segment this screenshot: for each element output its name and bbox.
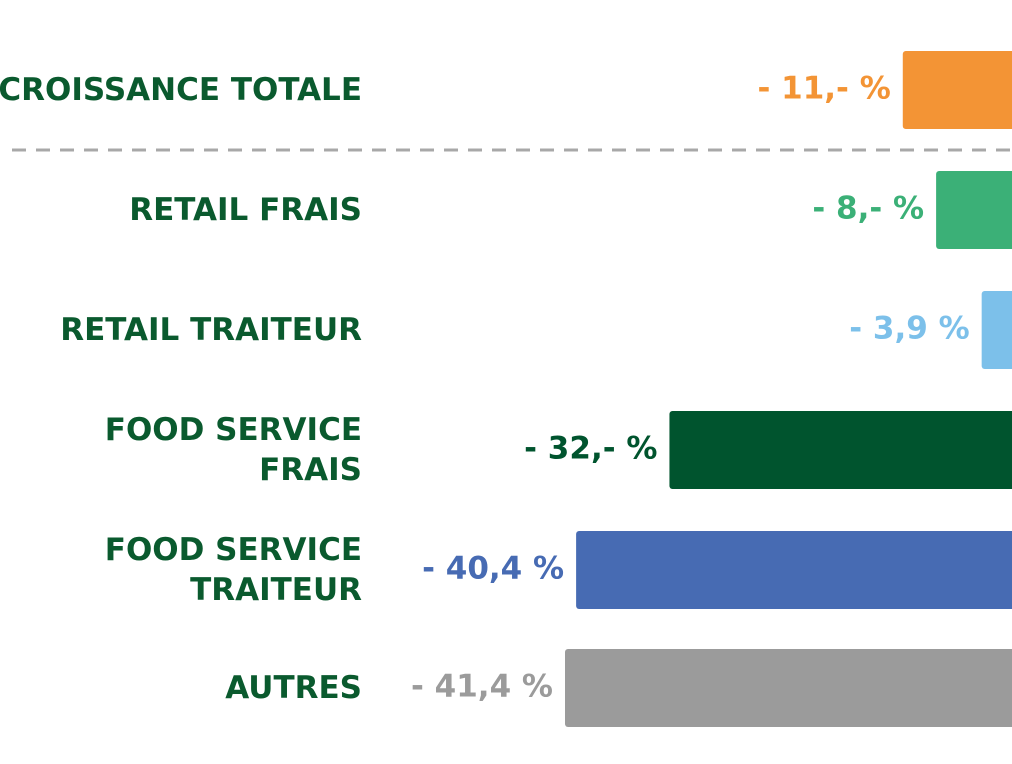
value-label: - 11,- % xyxy=(757,71,890,107)
bar xyxy=(936,171,1012,249)
bar xyxy=(981,291,1012,369)
category-label: RETAIL FRAIS xyxy=(129,192,362,228)
bar xyxy=(576,531,1012,609)
value-label: - 3,9 % xyxy=(849,311,969,347)
category-label: RETAIL TRAITEUR xyxy=(60,312,362,348)
bar xyxy=(669,411,1012,489)
bar xyxy=(902,51,1012,129)
value-label: - 32,- % xyxy=(524,431,657,467)
category-label: FOOD SERVICE FRAIS xyxy=(104,412,362,488)
value-label: - 41,4 % xyxy=(411,669,553,705)
bar xyxy=(565,649,1012,727)
category-label: CROISSANCE TOTALE xyxy=(0,72,362,108)
category-label: FOOD SERVICE TRAITEUR xyxy=(104,532,362,608)
category-label: AUTRES xyxy=(225,670,362,706)
value-label: - 8,- % xyxy=(812,191,924,227)
value-label: - 40,4 % xyxy=(422,551,564,587)
